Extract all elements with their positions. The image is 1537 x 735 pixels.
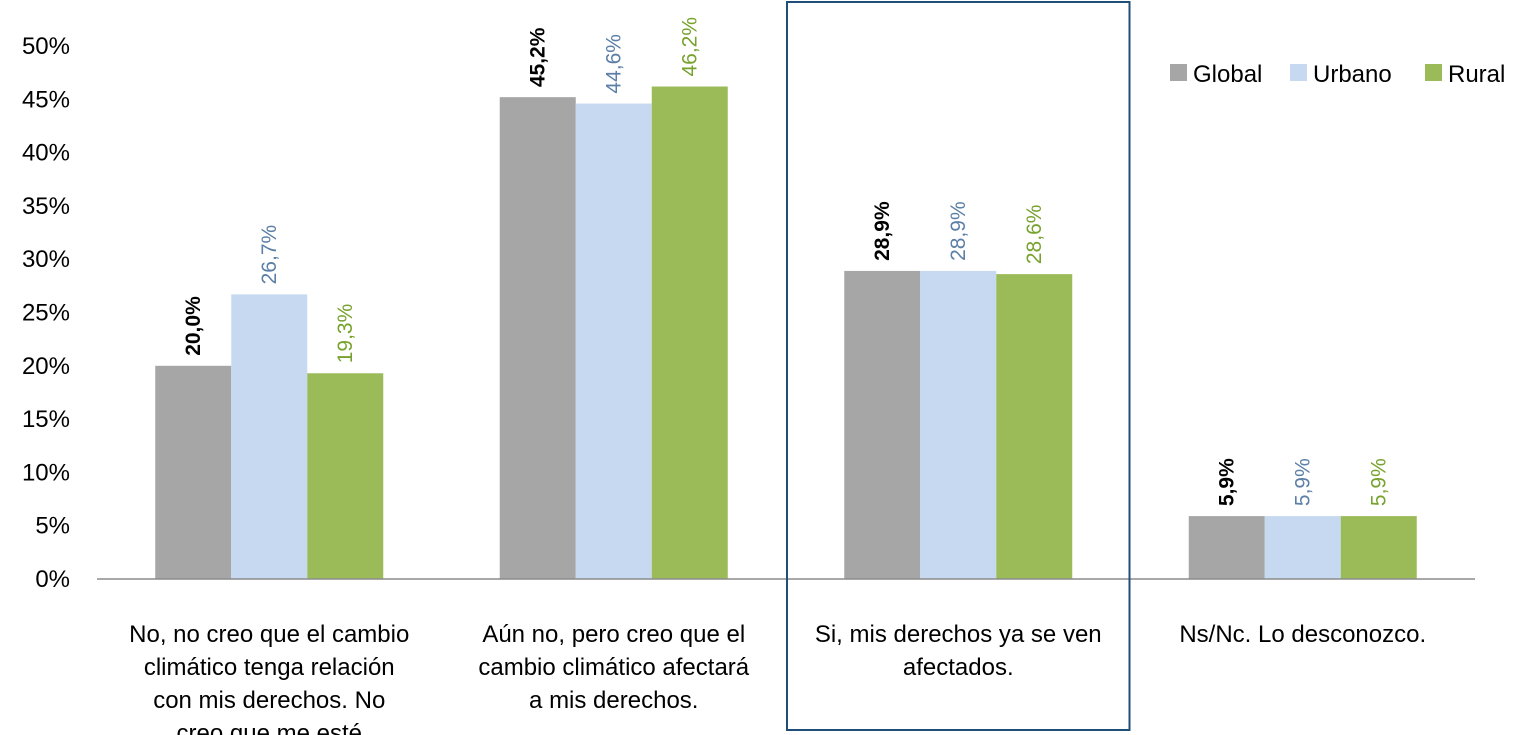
- bar-rural: [996, 274, 1073, 579]
- y-tick-label: 5%: [35, 513, 70, 540]
- data-label-urbano: 28,9%: [947, 201, 970, 261]
- y-axis: 0% 5% 10% 15% 20% 25% 30% 35% 40% 45% 50%: [22, 33, 70, 593]
- y-tick-label: 35%: [22, 193, 70, 220]
- bar-urbano: [920, 270, 997, 579]
- category-label: cambio climático afectará: [478, 654, 749, 681]
- legend-swatch-urbano: [1290, 64, 1307, 81]
- data-labels: 20,0% 26,7% 19,3% 45,2% 44,6% 46,2% 28,9% 28,9%…: [182, 17, 1391, 506]
- category-label: a mis derechos.: [529, 687, 698, 714]
- bar-global: [844, 270, 921, 579]
- bar-global: [499, 97, 576, 579]
- bar-rural: [651, 86, 728, 580]
- bar-global: [1188, 516, 1265, 579]
- category-label: Ns/Nc. Lo desconozco.: [1179, 621, 1426, 648]
- data-label-urbano: 5,9%: [1292, 458, 1315, 506]
- legend-label-global: Global: [1193, 61, 1262, 88]
- y-tick-label: 15%: [22, 406, 70, 433]
- legend-swatch-global: [1170, 64, 1187, 81]
- category-label: No, no creo que el cambio: [129, 621, 409, 648]
- legend: Global Urbano Rural: [1170, 61, 1505, 88]
- bar-urbano: [575, 103, 652, 580]
- y-tick-label: 30%: [22, 246, 70, 273]
- legend-label-urbano: Urbano: [1313, 61, 1392, 88]
- legend-swatch-rural: [1425, 64, 1442, 81]
- data-label-rural: 5,9%: [1368, 458, 1391, 506]
- category-label: creo que me esté: [177, 720, 362, 735]
- y-tick-label: 0%: [35, 566, 70, 593]
- y-tick-label: 50%: [22, 33, 70, 60]
- category-label: con mis derechos. No: [153, 687, 385, 714]
- y-tick-label: 40%: [22, 140, 70, 167]
- legend-label-rural: Rural: [1448, 61, 1505, 88]
- data-label-global: 5,9%: [1216, 458, 1239, 506]
- data-label-rural: 19,3%: [334, 304, 357, 364]
- x-axis-categories: No, no creo que el cambio climático tenga…: [129, 621, 1426, 735]
- data-label-rural: 28,6%: [1023, 205, 1046, 265]
- highlight-box: [786, 1, 1131, 731]
- y-tick-label: 20%: [22, 353, 70, 380]
- category-label: Aún no, pero creo que el: [482, 621, 745, 648]
- bar-rural: [1340, 516, 1417, 579]
- bar-rural: [307, 373, 384, 579]
- y-tick-label: 10%: [22, 459, 70, 486]
- data-label-rural: 46,2%: [679, 17, 702, 77]
- data-label-global: 28,9%: [871, 201, 894, 261]
- y-tick-label: 25%: [22, 300, 70, 327]
- category-label: Si, mis derechos ya se ven: [815, 621, 1102, 648]
- category-label: climático tenga relación: [144, 654, 395, 681]
- data-label-global: 45,2%: [527, 27, 550, 87]
- data-label-urbano: 26,7%: [258, 225, 281, 285]
- y-tick-label: 45%: [22, 86, 70, 113]
- bar-global: [155, 365, 232, 579]
- bar-urbano: [231, 294, 308, 579]
- data-label-global: 20,0%: [182, 296, 205, 356]
- data-label-urbano: 44,6%: [603, 34, 626, 94]
- category-label: afectados.: [903, 654, 1014, 681]
- bar-urbano: [1264, 516, 1341, 579]
- bars: [155, 86, 1417, 580]
